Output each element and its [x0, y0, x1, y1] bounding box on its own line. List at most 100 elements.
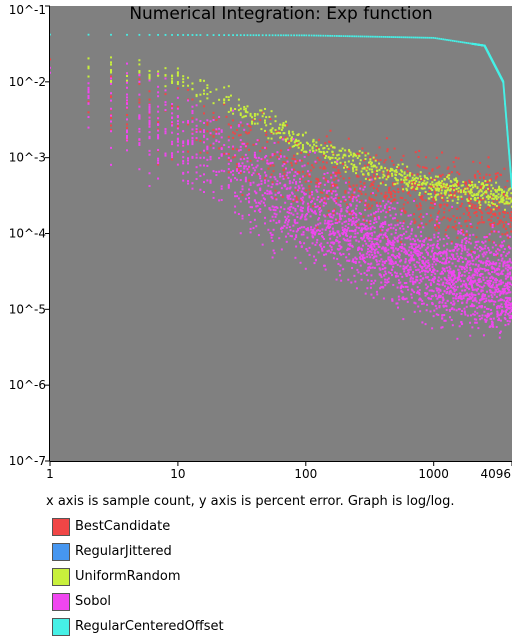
data-point: [407, 36, 409, 38]
data-point: [157, 158, 159, 160]
data-point: [196, 139, 198, 141]
data-point: [383, 196, 385, 198]
data-point: [236, 163, 238, 165]
data-point: [149, 117, 151, 119]
data-point: [187, 89, 189, 91]
data-point: [360, 181, 362, 183]
data-point: [403, 36, 405, 38]
data-point: [509, 260, 511, 262]
data-point: [165, 34, 167, 36]
data-point: [373, 282, 375, 284]
data-point: [394, 217, 396, 219]
data-point: [425, 37, 427, 39]
data-point: [373, 157, 375, 159]
data-point: [489, 326, 491, 328]
data-point: [412, 243, 414, 245]
data-point: [388, 198, 390, 200]
data-point: [371, 169, 373, 171]
data-point: [396, 166, 398, 168]
data-point: [416, 205, 418, 207]
data-point: [456, 237, 458, 239]
data-point: [337, 230, 339, 232]
data-point: [280, 136, 282, 138]
legend-label: RegularCenteredOffset: [75, 619, 224, 634]
data-point: [410, 257, 412, 259]
data-point: [287, 195, 289, 197]
data-point: [409, 235, 411, 237]
data-point: [508, 264, 510, 266]
data-point: [332, 231, 334, 233]
data-point: [218, 147, 220, 149]
data-point: [444, 178, 446, 180]
data-point: [445, 192, 447, 194]
data-point: [346, 204, 348, 206]
data-point: [340, 264, 342, 266]
data-point: [275, 120, 277, 122]
data-point: [471, 184, 473, 186]
data-point: [293, 175, 295, 177]
data-point: [414, 311, 416, 313]
data-point: [335, 219, 337, 221]
data-point: [492, 203, 494, 205]
data-point: [468, 277, 470, 279]
data-point: [298, 187, 300, 189]
data-point: [384, 284, 386, 286]
data-point: [266, 160, 268, 162]
data-point: [444, 261, 446, 263]
data-point: [258, 157, 260, 159]
data-point: [232, 131, 234, 133]
data-point: [449, 268, 451, 270]
data-point: [448, 39, 450, 41]
data-point: [474, 252, 476, 254]
data-point: [314, 161, 316, 163]
data-point: [492, 277, 494, 279]
data-point: [316, 239, 318, 241]
data-point: [394, 174, 396, 176]
data-point: [428, 279, 430, 281]
data-point: [470, 314, 472, 316]
data-point: [355, 208, 357, 210]
data-point: [389, 36, 391, 38]
data-point: [470, 298, 472, 300]
data-point: [453, 215, 455, 217]
data-point: [494, 279, 496, 281]
data-point: [384, 281, 386, 283]
data-point: [326, 162, 328, 164]
data-point: [426, 37, 428, 39]
data-point: [384, 167, 386, 169]
data-point: [352, 170, 354, 172]
data-point: [378, 169, 380, 171]
data-point: [435, 189, 437, 191]
data-point: [375, 166, 377, 168]
data-point: [360, 36, 362, 38]
data-point: [336, 194, 338, 196]
data-point: [368, 162, 370, 164]
data-point: [509, 283, 511, 285]
data-point: [483, 334, 485, 336]
data-point: [250, 160, 252, 162]
data-point: [313, 256, 315, 258]
data-point: [472, 275, 474, 277]
data-point: [307, 154, 309, 156]
data-point: [430, 298, 432, 300]
data-point: [348, 192, 350, 194]
data-point: [248, 132, 250, 134]
data-point: [458, 157, 460, 159]
data-point: [476, 312, 478, 314]
data-point: [422, 260, 424, 262]
data-point: [500, 281, 502, 283]
data-point: [430, 245, 432, 247]
data-point: [276, 156, 278, 158]
data-point: [397, 182, 399, 184]
data-point: [322, 161, 324, 163]
data-point: [411, 221, 413, 223]
y-tick-label: 10^-6: [9, 378, 46, 392]
data-point: [350, 188, 352, 190]
data-point: [232, 119, 234, 121]
data-point: [440, 278, 442, 280]
data-point: [283, 34, 285, 36]
data-point: [385, 192, 387, 194]
data-point: [451, 308, 453, 310]
data-point: [366, 220, 368, 222]
data-point: [305, 132, 307, 134]
